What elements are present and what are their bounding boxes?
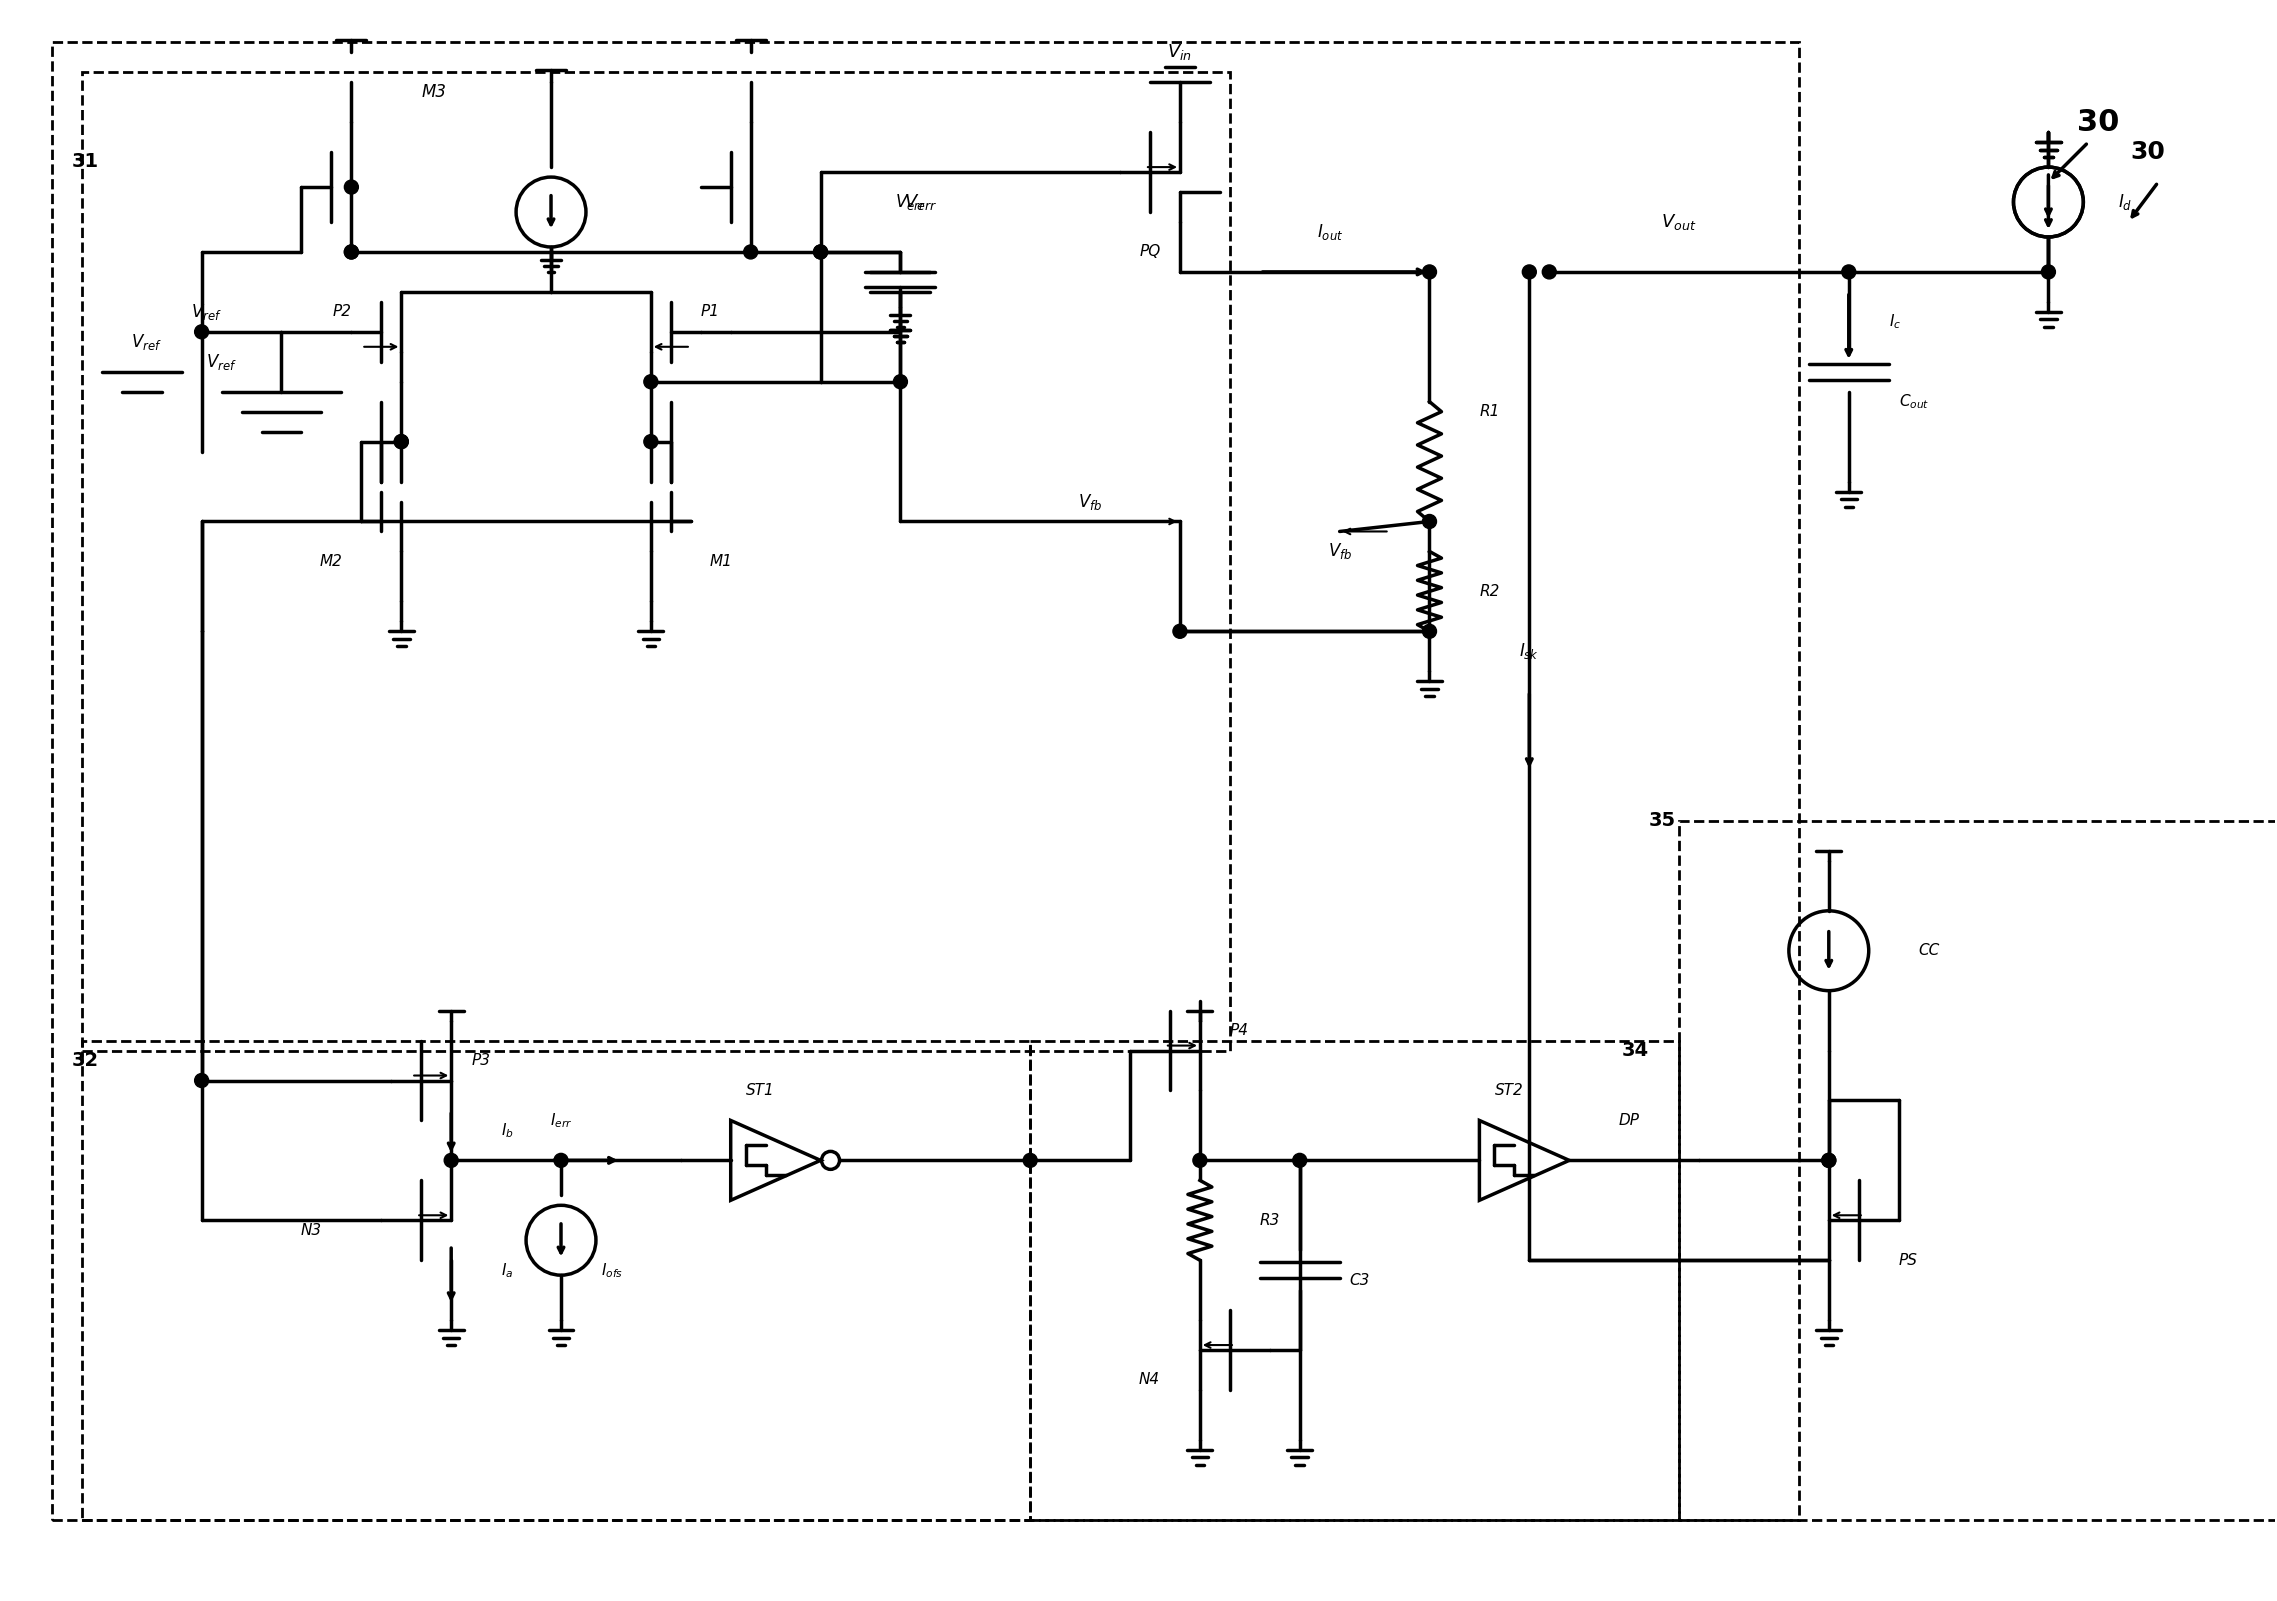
Text: R3: R3 bbox=[1259, 1214, 1280, 1228]
Text: C3: C3 bbox=[1350, 1273, 1371, 1287]
Circle shape bbox=[394, 434, 408, 448]
Circle shape bbox=[813, 245, 827, 259]
Bar bbox=[82, 1041, 1029, 1519]
Text: M3: M3 bbox=[421, 83, 446, 101]
Text: P2: P2 bbox=[332, 304, 351, 319]
Text: N4: N4 bbox=[1138, 1372, 1159, 1388]
Text: P4: P4 bbox=[1230, 1023, 1248, 1037]
Circle shape bbox=[745, 245, 758, 259]
Circle shape bbox=[394, 434, 408, 448]
Text: CC: CC bbox=[1920, 943, 1940, 959]
Text: P3: P3 bbox=[471, 1053, 490, 1068]
Circle shape bbox=[194, 1074, 209, 1087]
Text: $I_{out}$: $I_{out}$ bbox=[1316, 223, 1343, 242]
Circle shape bbox=[2042, 264, 2056, 279]
Circle shape bbox=[344, 245, 357, 259]
Text: $V_{ref}$: $V_{ref}$ bbox=[130, 331, 162, 352]
Text: 35: 35 bbox=[1649, 812, 1676, 829]
Text: $I_c$: $I_c$ bbox=[1888, 312, 1901, 331]
Circle shape bbox=[813, 245, 827, 259]
Text: $V_{out}$: $V_{out}$ bbox=[1662, 211, 1696, 232]
Text: ST2: ST2 bbox=[1496, 1082, 1523, 1098]
Text: $I_b$: $I_b$ bbox=[501, 1121, 515, 1140]
Text: 30: 30 bbox=[2131, 141, 2165, 165]
Text: M2: M2 bbox=[321, 554, 344, 568]
Text: $V_{fb}$: $V_{fb}$ bbox=[1327, 541, 1353, 562]
Circle shape bbox=[553, 1153, 567, 1167]
Text: R1: R1 bbox=[1480, 403, 1501, 419]
Circle shape bbox=[644, 375, 658, 389]
Text: P1: P1 bbox=[701, 304, 720, 319]
Circle shape bbox=[893, 375, 909, 389]
Bar bbox=[82, 72, 1230, 1050]
Text: 31: 31 bbox=[73, 152, 98, 171]
Text: $I_{sk}$: $I_{sk}$ bbox=[1519, 642, 1539, 661]
Bar bbox=[1029, 1041, 1678, 1519]
Text: $C_{out}$: $C_{out}$ bbox=[1899, 392, 1929, 411]
Text: $I_{ofs}$: $I_{ofs}$ bbox=[601, 1262, 624, 1279]
Text: ST1: ST1 bbox=[747, 1082, 774, 1098]
Circle shape bbox=[1173, 624, 1186, 639]
Text: $V_{err}$: $V_{err}$ bbox=[895, 192, 927, 211]
Circle shape bbox=[344, 179, 357, 194]
Text: PQ: PQ bbox=[1138, 245, 1161, 259]
Bar bbox=[1678, 821, 2277, 1519]
Text: R2: R2 bbox=[1480, 584, 1501, 599]
Circle shape bbox=[1193, 1153, 1207, 1167]
Circle shape bbox=[1822, 1153, 1835, 1167]
Circle shape bbox=[444, 1153, 458, 1167]
Text: 32: 32 bbox=[73, 1050, 98, 1069]
Text: 34: 34 bbox=[1621, 1041, 1649, 1060]
Circle shape bbox=[1842, 264, 1856, 279]
Text: $I_a$: $I_a$ bbox=[501, 1262, 512, 1279]
Bar bbox=[52, 42, 1799, 1519]
Text: $V_{err}$: $V_{err}$ bbox=[904, 192, 936, 211]
Circle shape bbox=[1423, 514, 1437, 528]
Text: $I_d$: $I_d$ bbox=[2118, 192, 2134, 211]
Text: $V_{in}$: $V_{in}$ bbox=[1168, 42, 1193, 62]
Text: 30: 30 bbox=[2077, 107, 2120, 136]
Circle shape bbox=[1542, 264, 1555, 279]
Circle shape bbox=[1293, 1153, 1307, 1167]
Circle shape bbox=[1822, 1153, 1835, 1167]
Text: $I_{err}$: $I_{err}$ bbox=[549, 1111, 572, 1130]
Text: DP: DP bbox=[1619, 1113, 1639, 1129]
Circle shape bbox=[1423, 264, 1437, 279]
Circle shape bbox=[1022, 1153, 1038, 1167]
Text: M1: M1 bbox=[710, 554, 733, 568]
Circle shape bbox=[344, 245, 357, 259]
Text: $V_{fb}$: $V_{fb}$ bbox=[1077, 492, 1102, 512]
Circle shape bbox=[644, 434, 658, 448]
Text: N3: N3 bbox=[301, 1223, 321, 1238]
Text: $V_{ref}$: $V_{ref}$ bbox=[191, 303, 221, 322]
Text: $V_{ref}$: $V_{ref}$ bbox=[207, 352, 237, 371]
Text: PS: PS bbox=[1899, 1252, 1917, 1268]
Circle shape bbox=[1523, 264, 1537, 279]
Circle shape bbox=[194, 325, 209, 339]
Circle shape bbox=[1423, 624, 1437, 639]
